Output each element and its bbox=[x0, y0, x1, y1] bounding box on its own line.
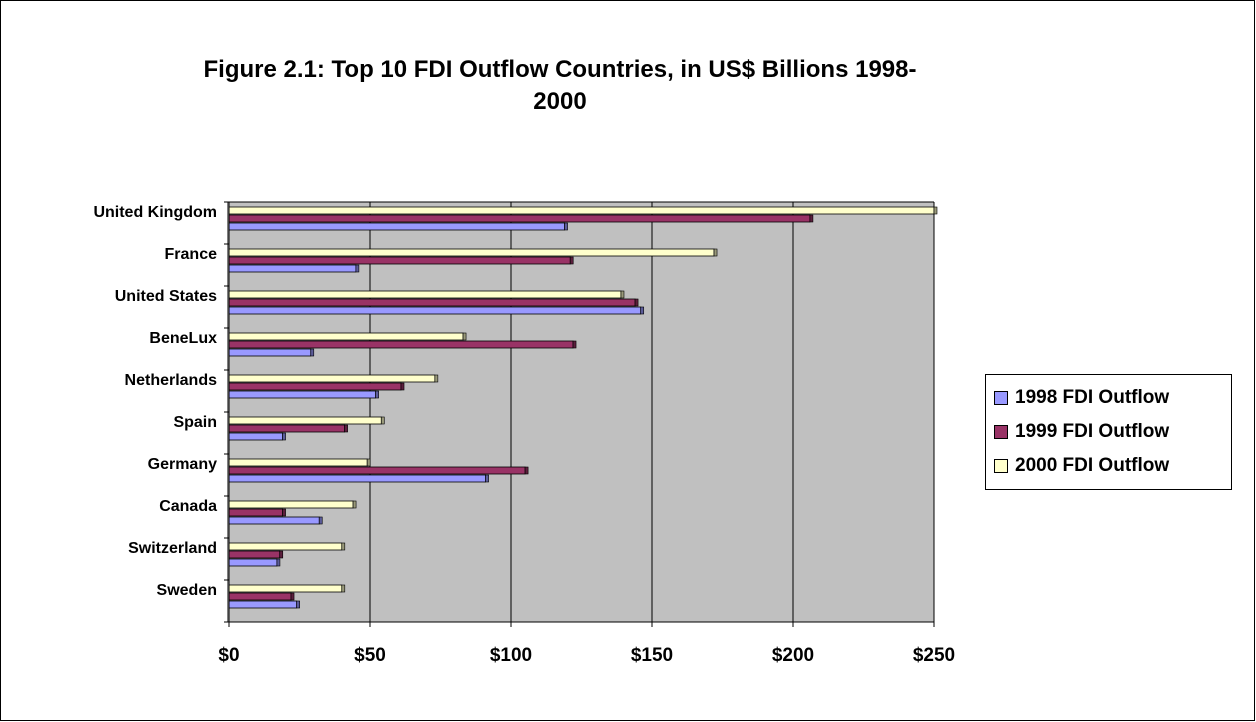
bar-side-germany-1998-fdi-outflow bbox=[485, 474, 489, 483]
legend-item-1998: 1998 FDI Outflow bbox=[986, 381, 1231, 415]
bar-spain-2000-fdi-outflow bbox=[228, 416, 382, 425]
category-label-netherlands: Netherlands bbox=[125, 372, 218, 389]
bar-side-netherlands-2000-fdi-outflow bbox=[434, 374, 439, 383]
bar-side-canada-2000-fdi-outflow bbox=[352, 500, 357, 509]
bar-united-kingdom-2000-fdi-outflow bbox=[228, 206, 935, 215]
bar-canada-1998-fdi-outflow bbox=[228, 516, 320, 525]
bar-side-switzerland-1999-fdi-outflow bbox=[279, 550, 284, 559]
bar-netherlands-1999-fdi-outflow bbox=[228, 382, 402, 391]
bar-side-benelux-2000-fdi-outflow bbox=[462, 332, 467, 341]
bar-spain-1999-fdi-outflow bbox=[228, 424, 346, 433]
legend-swatch-2000 bbox=[994, 459, 1008, 473]
chart-title: Figure 2.1: Top 10 FDI Outflow Countries… bbox=[60, 54, 1060, 118]
bar-side-switzerland-1998-fdi-outflow bbox=[276, 558, 281, 567]
category-label-france: France bbox=[165, 246, 218, 263]
x-tick-label: $50 bbox=[354, 645, 386, 666]
x-tick-label: $0 bbox=[218, 645, 239, 666]
bar-side-united-states-1999-fdi-outflow bbox=[634, 298, 639, 307]
bar-side-spain-1998-fdi-outflow bbox=[282, 432, 286, 441]
bar-side-canada-1998-fdi-outflow bbox=[318, 516, 323, 525]
bar-benelux-2000-fdi-outflow bbox=[228, 332, 464, 341]
legend-label-2000: 2000 FDI Outflow bbox=[1015, 455, 1170, 476]
bar-netherlands-1998-fdi-outflow bbox=[228, 390, 377, 399]
bar-united-kingdom-1999-fdi-outflow bbox=[228, 214, 811, 223]
category-label-united-kingdom: United Kingdom bbox=[93, 204, 217, 221]
bar-side-germany-2000-fdi-outflow bbox=[366, 458, 371, 467]
bar-sweden-1998-fdi-outflow bbox=[228, 600, 298, 609]
bar-sweden-2000-fdi-outflow bbox=[228, 584, 343, 593]
bar-france-1998-fdi-outflow bbox=[228, 264, 357, 273]
bar-side-united-kingdom-2000-fdi-outflow bbox=[933, 206, 938, 215]
bar-united-kingdom-1998-fdi-outflow bbox=[228, 222, 565, 231]
bar-united-states-2000-fdi-outflow bbox=[228, 290, 622, 299]
bar-side-france-2000-fdi-outflow bbox=[713, 248, 718, 257]
bar-side-united-states-2000-fdi-outflow bbox=[620, 290, 625, 299]
bar-side-united-kingdom-1998-fdi-outflow bbox=[564, 222, 568, 231]
bar-france-1999-fdi-outflow bbox=[228, 256, 571, 265]
bar-united-states-1998-fdi-outflow bbox=[228, 306, 642, 315]
bar-canada-1999-fdi-outflow bbox=[228, 508, 283, 517]
category-label-sweden: Sweden bbox=[157, 582, 217, 599]
legend: 1998 FDI Outflow 1999 FDI Outflow 2000 F… bbox=[985, 374, 1232, 490]
category-label-germany: Germany bbox=[148, 456, 217, 473]
x-tick-label: $200 bbox=[772, 645, 814, 666]
bar-sweden-1999-fdi-outflow bbox=[228, 592, 292, 601]
legend-item-2000: 2000 FDI Outflow bbox=[986, 449, 1231, 483]
bar-side-sweden-2000-fdi-outflow bbox=[341, 584, 346, 593]
bar-netherlands-2000-fdi-outflow bbox=[228, 374, 436, 383]
category-label-united-states: United States bbox=[115, 288, 217, 305]
bar-side-sweden-1999-fdi-outflow bbox=[290, 592, 295, 601]
legend-item-1999: 1999 FDI Outflow bbox=[986, 415, 1231, 449]
x-tick-label: $250 bbox=[913, 645, 955, 666]
bar-switzerland-1999-fdi-outflow bbox=[228, 550, 281, 559]
bar-side-france-1999-fdi-outflow bbox=[569, 256, 574, 265]
bar-switzerland-2000-fdi-outflow bbox=[228, 542, 343, 551]
bar-side-switzerland-2000-fdi-outflow bbox=[341, 542, 346, 551]
bar-benelux-1998-fdi-outflow bbox=[228, 348, 312, 357]
legend-label-1998: 1998 FDI Outflow bbox=[1015, 387, 1170, 408]
bar-side-netherlands-1998-fdi-outflow bbox=[375, 390, 379, 399]
bar-side-spain-1999-fdi-outflow bbox=[344, 424, 348, 433]
category-label-spain: Spain bbox=[173, 414, 217, 431]
bar-side-spain-2000-fdi-outflow bbox=[380, 416, 385, 425]
bar-germany-1998-fdi-outflow bbox=[228, 474, 487, 483]
legend-swatch-1999 bbox=[994, 425, 1008, 439]
chart-title-line-2: 2000 bbox=[533, 88, 587, 115]
bar-side-netherlands-1999-fdi-outflow bbox=[400, 382, 405, 391]
bar-france-2000-fdi-outflow bbox=[228, 248, 715, 257]
x-tick-label: $100 bbox=[490, 645, 532, 666]
bar-side-germany-1999-fdi-outflow bbox=[524, 466, 529, 475]
bar-canada-2000-fdi-outflow bbox=[228, 500, 354, 509]
bar-switzerland-1998-fdi-outflow bbox=[228, 558, 278, 567]
bar-side-united-states-1998-fdi-outflow bbox=[640, 306, 645, 315]
chart-title-line-1: Figure 2.1: Top 10 FDI Outflow Countries… bbox=[203, 56, 917, 83]
bar-side-sweden-1998-fdi-outflow bbox=[296, 600, 300, 609]
bar-side-benelux-1998-fdi-outflow bbox=[310, 348, 315, 357]
bar-side-france-1998-fdi-outflow bbox=[355, 264, 360, 273]
bar-united-states-1999-fdi-outflow bbox=[228, 298, 636, 307]
legend-label-1999: 1999 FDI Outflow bbox=[1015, 421, 1170, 442]
bar-side-united-kingdom-1999-fdi-outflow bbox=[809, 214, 814, 223]
bar-germany-2000-fdi-outflow bbox=[228, 458, 368, 467]
legend-swatch-1998 bbox=[994, 391, 1008, 405]
bar-side-benelux-1999-fdi-outflow bbox=[572, 340, 577, 349]
category-label-switzerland: Switzerland bbox=[128, 540, 217, 557]
bar-germany-1999-fdi-outflow bbox=[228, 466, 526, 475]
category-label-canada: Canada bbox=[159, 498, 217, 515]
bar-side-canada-1999-fdi-outflow bbox=[282, 508, 286, 517]
x-tick-label: $150 bbox=[631, 645, 673, 666]
bar-spain-1998-fdi-outflow bbox=[228, 432, 283, 441]
category-label-benelux: BeneLux bbox=[149, 330, 217, 347]
bar-benelux-1999-fdi-outflow bbox=[228, 340, 574, 349]
